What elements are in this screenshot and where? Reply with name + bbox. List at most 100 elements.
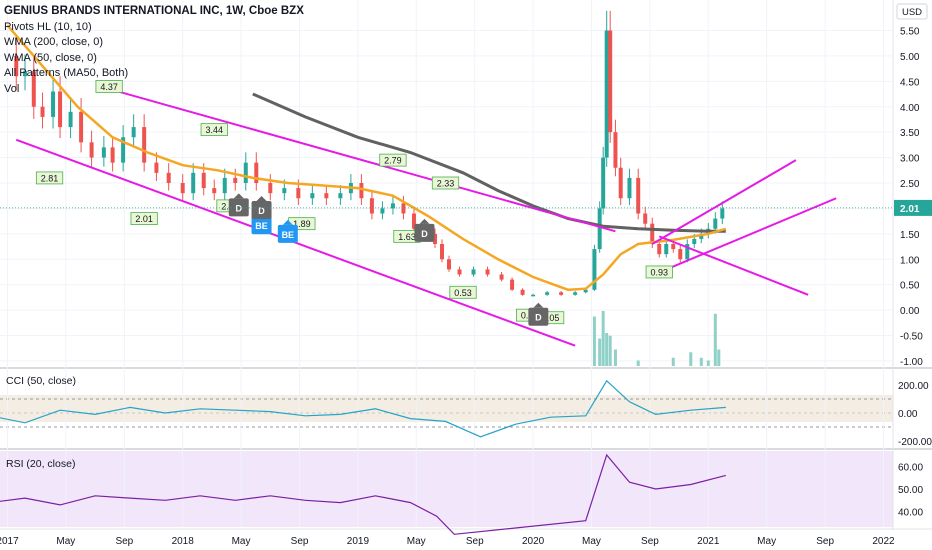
candle-body — [131, 127, 136, 138]
candle-body — [601, 157, 606, 209]
candle-body — [583, 289, 588, 293]
x-tick-label: 2017 — [0, 536, 19, 547]
candle-body — [51, 91, 56, 117]
pattern-badge-pointer — [256, 195, 267, 201]
pattern-badge-label: D — [258, 206, 265, 216]
pattern-badge — [251, 200, 272, 219]
trend-channel-line — [658, 235, 809, 296]
cci-tick-label: 200.00 — [898, 381, 929, 392]
candle-body — [713, 218, 718, 229]
y-tick-label: 4.50 — [900, 77, 920, 88]
candle-body — [166, 172, 171, 183]
candle-body — [369, 198, 374, 214]
candle-body — [699, 233, 704, 239]
candle-body — [110, 147, 115, 163]
pivot-label-box — [645, 265, 673, 279]
pivot-label: 4.37 — [100, 82, 118, 92]
pivot-label: 2.33 — [437, 179, 455, 189]
candle-body — [592, 249, 597, 290]
volume-bar — [598, 338, 602, 366]
candle-body — [142, 127, 147, 163]
candle-body — [604, 30, 609, 158]
cci-pane-label[interactable]: CCI (50, close) — [6, 375, 77, 387]
pattern-badge-label: BE — [282, 230, 295, 240]
candle-body — [573, 292, 578, 295]
y-tick-label: 5.50 — [900, 27, 920, 38]
candle-body — [597, 208, 602, 250]
rsi-band — [0, 451, 893, 527]
pattern-badge-pointer — [533, 302, 544, 308]
pattern-badge-pointer — [233, 193, 244, 199]
candle-body — [212, 188, 217, 194]
pivot-label: 3.44 — [205, 125, 223, 135]
indicator-patterns[interactable]: All Patterns (MA50, Both) — [4, 67, 129, 80]
pivot-label: 0.53 — [454, 288, 472, 298]
pattern-badge-label: BE — [255, 221, 268, 231]
pivot-label: 2.79 — [384, 156, 402, 166]
candle-body — [618, 167, 623, 199]
candle-body — [121, 137, 126, 163]
candle-body — [685, 244, 690, 260]
candle-body — [390, 203, 395, 209]
candle-body — [447, 259, 452, 270]
y-tick-label: 4.00 — [900, 103, 920, 114]
candle-body — [643, 213, 648, 224]
candle-body — [499, 274, 504, 280]
volume-bar — [689, 352, 693, 366]
candle-body — [268, 183, 273, 194]
candle-body — [720, 208, 725, 219]
volume-bar — [613, 349, 617, 366]
candle-body — [657, 244, 662, 255]
candle-body — [664, 244, 669, 255]
indicator-volume[interactable]: Vol — [4, 82, 20, 95]
symbol-title: GENIUS BRANDS INTERNATIONAL INC, 1W, Cbo… — [4, 5, 304, 17]
candle-body — [471, 269, 476, 275]
pattern-badge — [528, 307, 549, 326]
candle-body — [14, 55, 19, 77]
volume-bar — [699, 357, 703, 366]
candle-body — [692, 238, 697, 244]
y-tick-label: -1.00 — [900, 357, 923, 368]
indicator-pivots[interactable]: Pivots HL (10, 10) — [4, 20, 92, 33]
volume-bar — [706, 360, 710, 366]
chart-legend: GENIUS BRANDS INTERNATIONAL INC, 1W, Cbo… — [4, 4, 304, 98]
candle-body — [627, 177, 632, 199]
pivot-label: 2.81 — [41, 173, 59, 183]
candle-body — [191, 172, 196, 194]
candle-body — [510, 279, 515, 290]
candle-body — [613, 132, 618, 168]
x-tick-label: 2019 — [347, 536, 370, 547]
pivot-label: 1.89 — [293, 219, 311, 229]
candle-body — [678, 249, 683, 260]
rsi-pane-label[interactable]: RSI (20, close) — [6, 458, 76, 470]
candle-body — [58, 91, 63, 128]
indicator-wma200[interactable]: WMA (200, close, 0) — [4, 36, 104, 49]
candle-body — [411, 213, 416, 229]
x-tick-label: 2021 — [697, 536, 720, 547]
candle-body — [636, 177, 641, 214]
candle-body — [545, 292, 550, 295]
pivot-label: 2.01 — [135, 214, 153, 224]
y-tick-label: -0.50 — [900, 332, 923, 343]
pattern-badge-label: D — [421, 229, 428, 239]
y-tick-label: 5.00 — [900, 52, 920, 63]
candle-body — [671, 244, 676, 250]
y-tick-label: 3.00 — [900, 154, 920, 165]
pattern-badge — [228, 198, 249, 217]
rsi-tick-label: 40.00 — [898, 508, 923, 519]
pivot-label-box — [431, 176, 460, 190]
x-tick-label: May — [407, 536, 426, 547]
rsi-tick-label: 50.00 — [898, 485, 923, 496]
x-tick-label: May — [56, 536, 75, 547]
candle-body — [380, 208, 385, 214]
volume-bar — [671, 357, 675, 366]
indicator-wma50[interactable]: WMA (50, close, 0) — [4, 51, 97, 64]
pivot-label-box — [200, 123, 228, 137]
candle-body — [31, 71, 36, 107]
x-tick-label: May — [232, 536, 251, 547]
x-tick-label: May — [757, 536, 776, 547]
pattern-badge-label: D — [535, 313, 542, 323]
x-tick-label: May — [582, 536, 601, 547]
current-price-badge — [894, 199, 932, 216]
